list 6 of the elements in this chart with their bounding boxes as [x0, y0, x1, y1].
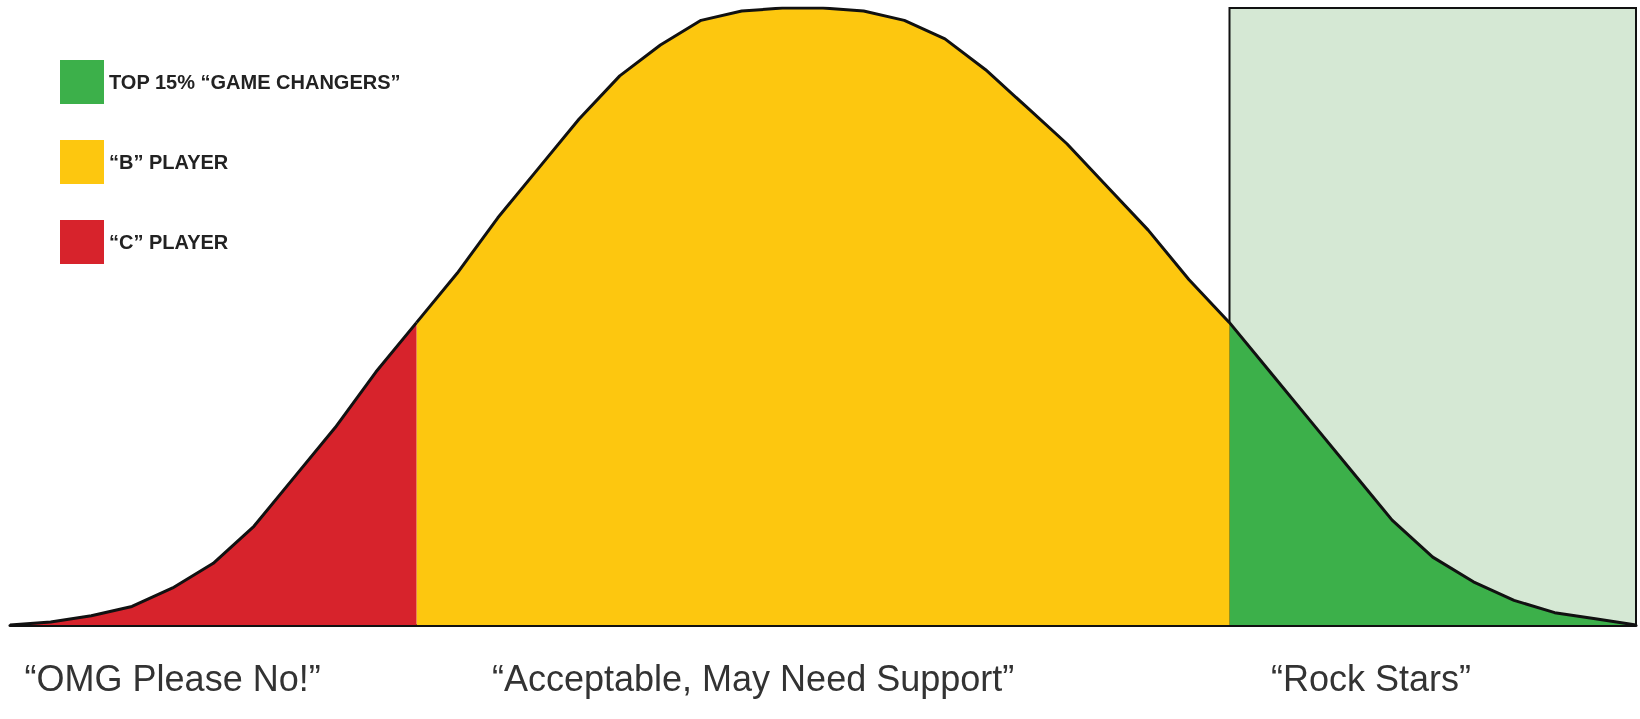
text: “OMG Please No!” [24, 657, 321, 699]
legend-label: TOP 15% “GAME CHANGERS” [109, 71, 401, 93]
text: “Acceptable, May Need Support” [492, 657, 1015, 699]
text: “Rock Stars” [1271, 657, 1472, 699]
legend-label: “C” PLAYER [109, 231, 229, 253]
legend-label: “B” PLAYER [109, 151, 229, 173]
